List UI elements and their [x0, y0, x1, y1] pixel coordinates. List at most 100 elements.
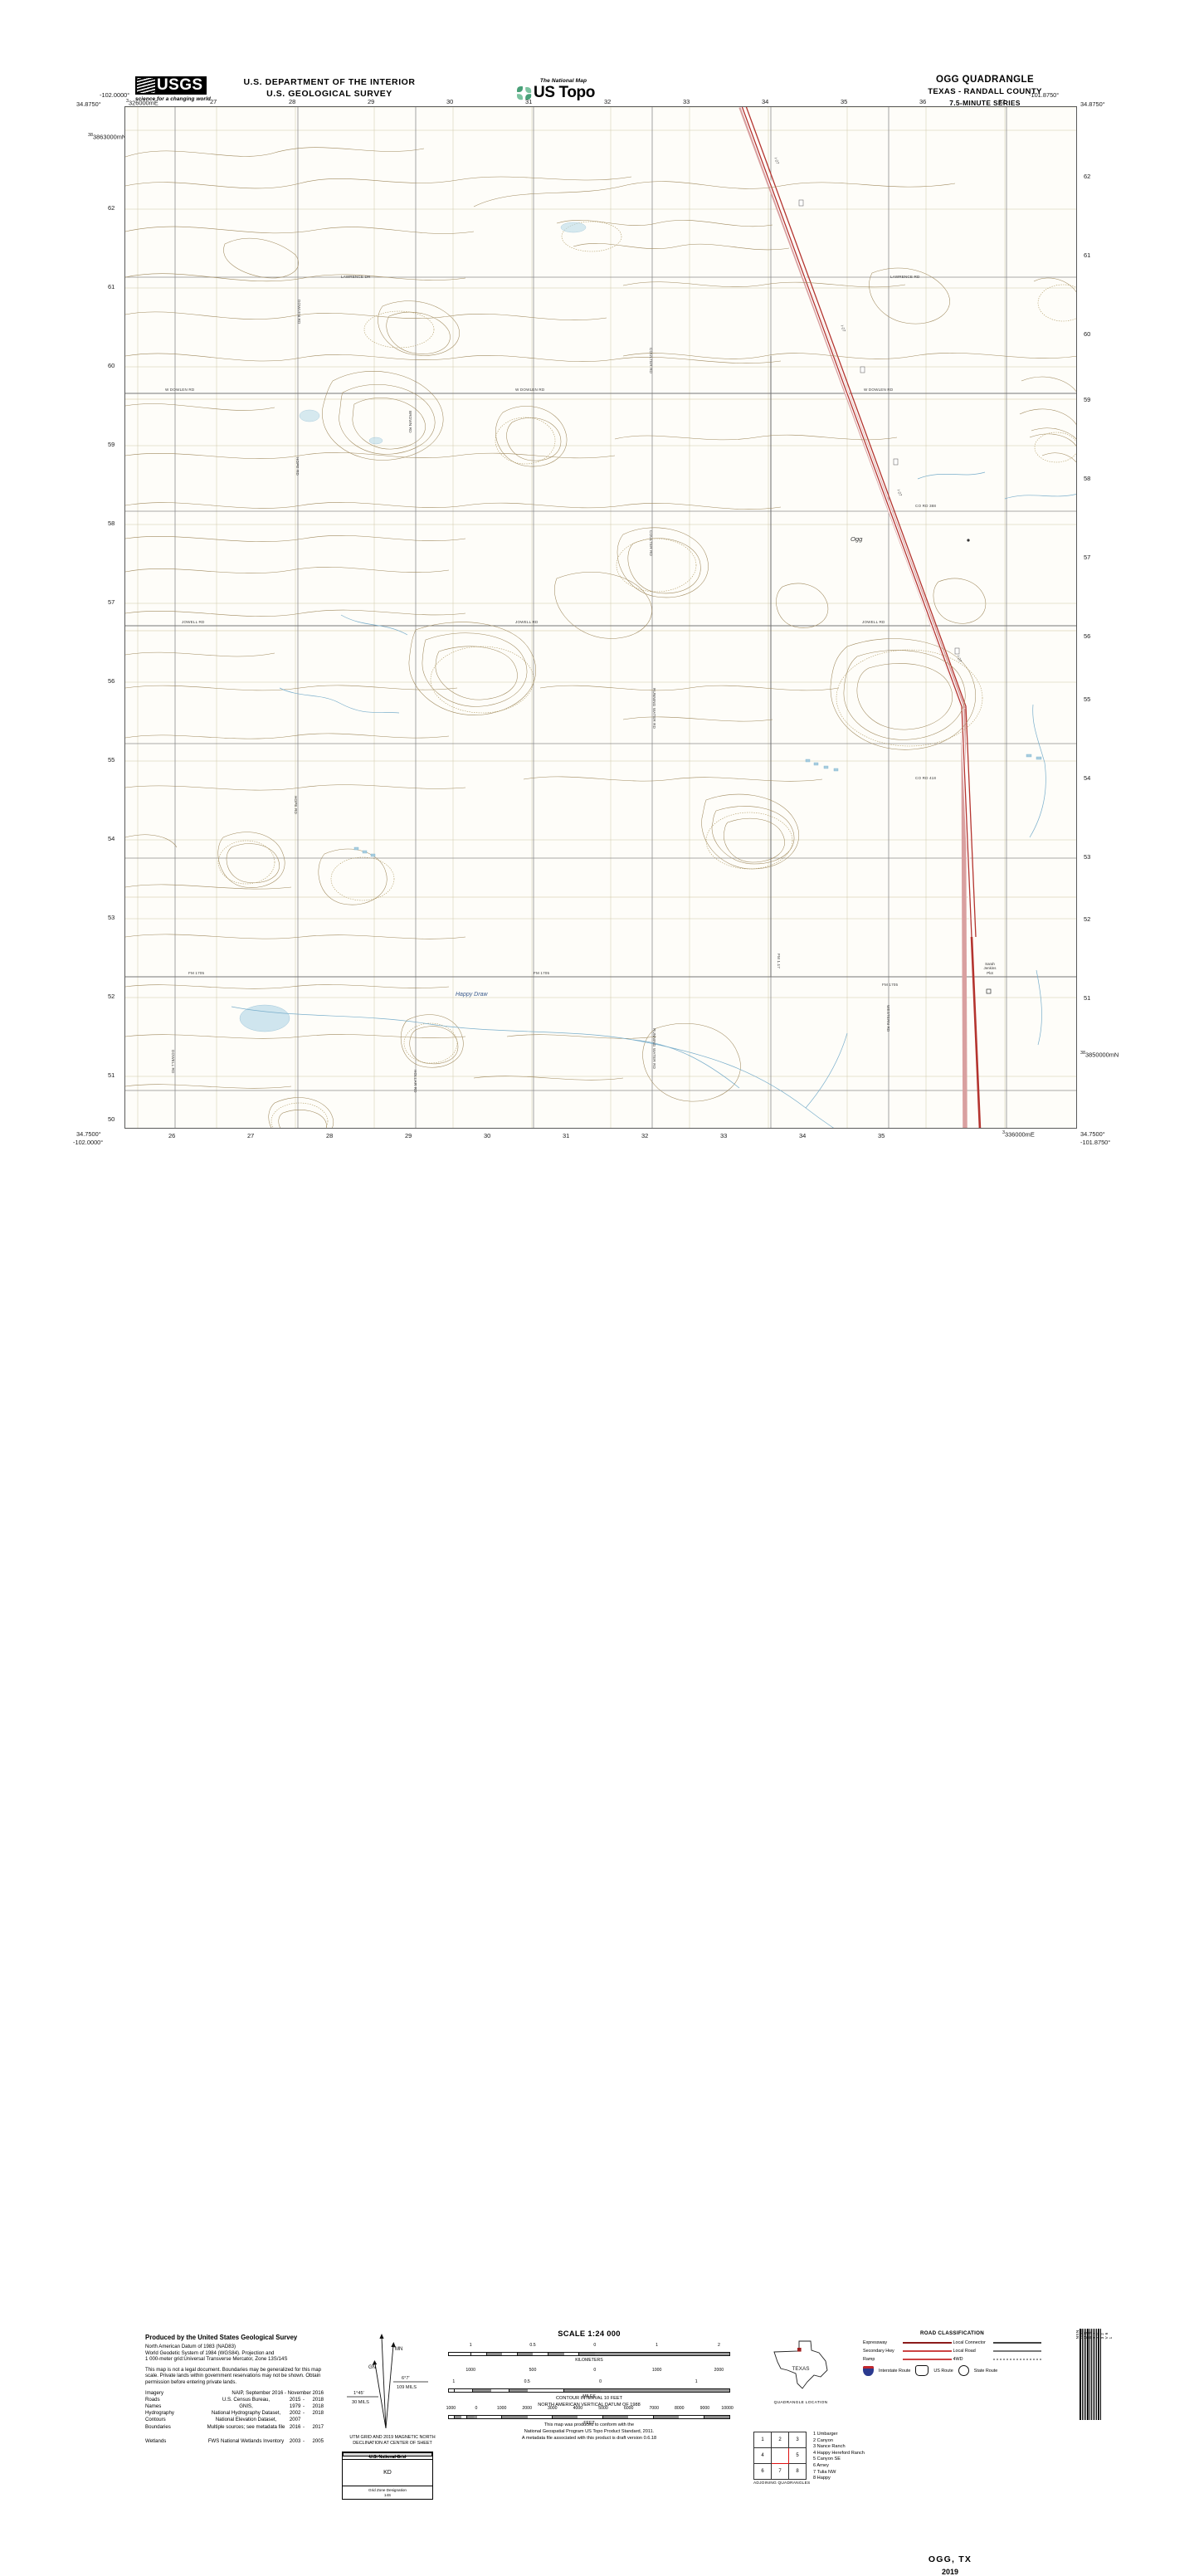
scale-block: SCALE 1:24 000 1 0.5 0 1 2 — [446, 2329, 734, 2429]
map-area[interactable]: -102.0000° 34.8750° 3326000mE 383863000m… — [73, 91, 1119, 1146]
road-label-hollar-rd: HOLLAR RD — [413, 1070, 417, 1093]
source-from-names: 1979 — [289, 2403, 301, 2409]
adj-cell-3: 3 — [788, 2432, 807, 2448]
road-class-label-expressway: Expressway — [863, 2340, 888, 2345]
utm-nw-northing: 383863000mN — [88, 133, 127, 141]
source-from-hydrography: 2002 — [289, 2410, 301, 2417]
mi-label-3: 1 — [695, 2379, 698, 2384]
road-label-fm-1705-2: FM 1705 — [534, 971, 550, 975]
road-label-brown-rd: BROWN RD — [408, 411, 412, 433]
adjoining-item-6: 6 Arney — [813, 2462, 829, 2468]
tick-right-59: 59 — [1084, 396, 1091, 403]
usgs-wave-icon — [137, 78, 155, 93]
tick-right-62: 62 — [1084, 173, 1091, 180]
km-bar: KILOMETERS — [448, 2352, 730, 2366]
texas-label: TEXAS — [792, 2366, 810, 2372]
source-dash-wetlands: - — [303, 2437, 305, 2444]
national-map-tagline: The National Map — [539, 78, 587, 84]
tick-left-62: 62 — [108, 204, 115, 212]
tick-bottom-28: 28 — [326, 1132, 334, 1139]
tick-bottom-27: 27 — [247, 1132, 255, 1139]
tick-top-27: 27 — [210, 98, 217, 105]
source-name-roads: Roads — [145, 2396, 160, 2403]
source-agency-hydrography: National Hydrography Dataset, — [211, 2410, 281, 2417]
usng-box: U.S. National Grid 100,000 - m Square ID… — [342, 2452, 433, 2500]
road-classification-legend: ROAD CLASSIFICATION Expressway Local Con… — [863, 2330, 1041, 2376]
tick-left-60: 60 — [108, 362, 115, 369]
corner-sw-lon: -102.0000° — [73, 1139, 104, 1146]
sheet-footer: Produced by the United States Geological… — [0, 1152, 1199, 2576]
adj-cell-6: 6 — [753, 2463, 772, 2480]
imprint-name: OGG, TX — [928, 2554, 972, 2564]
tick-top-36: 36 — [919, 98, 927, 105]
tick-bottom-30: 30 — [484, 1132, 491, 1139]
credits-datum: North American Datum of 1983 (NAD83) Wor… — [145, 2344, 324, 2363]
tick-top-37: 37 — [998, 98, 1006, 105]
declination-note-line-1: UTM GRID AND 2019 MAGNETIC NORTH — [349, 2435, 436, 2440]
tick-right-61: 61 — [1084, 251, 1091, 259]
corner-se-lat: 34.7500° — [1080, 1130, 1105, 1138]
svg-text:6°7': 6°7' — [402, 2376, 410, 2381]
utm-se-northing: 383850000mN — [1080, 1051, 1119, 1059]
m-label-3: 1000 — [651, 2368, 662, 2373]
road-class-secondary-hwy: Secondary Hwy — [863, 2349, 952, 2354]
map-neatline[interactable]: .ct{fill:none;stroke:#a08a5e;stroke-widt… — [124, 106, 1077, 1129]
adj-cell-4: 4 — [753, 2447, 772, 2464]
source-row-roads: Roads U.S. Census Bureau, 2015 - 2018 — [145, 2397, 324, 2403]
us-topo-map-sheet: USGS science for a changing world U.S. D… — [0, 75, 1199, 2576]
tick-top-31: 31 — [525, 98, 533, 105]
road-label-w-dowlen-rd-3: W DOWLEN RD — [864, 388, 894, 392]
tick-top-30: 30 — [446, 98, 454, 105]
tick-bottom-31: 31 — [563, 1132, 570, 1139]
usng-zone-value: 14S — [383, 2493, 392, 2497]
svg-text:109 MILS: 109 MILS — [397, 2385, 417, 2390]
mi-labels: 1 0.5 0 1 — [448, 2379, 730, 2386]
road-class-local-road: Local Road — [953, 2349, 1041, 2354]
source-row-names: Names GNIS, 1979 - 2018 — [145, 2403, 324, 2410]
source-to-wetlands: 2005 — [312, 2437, 324, 2444]
tick-bottom-34: 34 — [799, 1132, 807, 1139]
tick-left-54: 54 — [108, 835, 115, 842]
source-to-hydrography: 2018 — [312, 2410, 324, 2417]
source-table: Imagery NAIP, September 2016 - November … — [145, 2390, 324, 2445]
mi-label-0: 1 — [452, 2379, 456, 2384]
adjoining-caption: ADJOINING QUADRANGLES — [753, 2481, 811, 2486]
datum-line-1: North American Datum of 1983 (NAD83) — [145, 2344, 236, 2349]
usgs-tagline: science for a changing world — [135, 96, 211, 102]
point-label-sarah-jenkins-plot: Sarah Jenkins Plot — [983, 962, 997, 975]
cemetery-symbol — [986, 988, 992, 994]
road-label-dowlen-rd: DOWLEN RD — [297, 300, 301, 324]
conformance-line-2: National Geospatial Program US Topo Prod… — [524, 2429, 655, 2434]
us-topo-logo: The National Map US Topo — [498, 78, 614, 102]
quad-state-county: TEXAS - RANDALL COUNTY — [928, 87, 1042, 96]
road-label-western-rd: WESTERN RD — [886, 1005, 890, 1032]
tick-left-61: 61 — [108, 283, 115, 290]
source-to-boundaries: 2017 — [312, 2423, 324, 2430]
map-canvas[interactable]: .ct{fill:none;stroke:#a08a5e;stroke-widt… — [125, 107, 1077, 1129]
state-route-label: State Route — [973, 2368, 998, 2374]
road-label-co-rd-388: CO RD 388 — [915, 504, 937, 508]
datum-line-2: World Geodetic System of 1984 (WGS84). P… — [145, 2349, 275, 2356]
quadrangle-location-caption: QUADRANGLE LOCATION — [773, 2401, 828, 2405]
quadrangle-location: TEXAS QUADRANGLE LOCATION — [751, 2334, 851, 2405]
tick-right-56: 56 — [1084, 632, 1091, 640]
tick-top-35: 35 — [841, 98, 848, 105]
km-label-2: 0 — [593, 2343, 597, 2348]
route-shields: Interstate Route US Route State Route — [863, 2365, 1041, 2376]
adjoining-item-4: 4 Happy Hereford Ranch — [813, 2450, 865, 2456]
km-labels: 1 0.5 0 1 2 — [448, 2343, 730, 2349]
road-label-fm-1705-3: FM 1705 — [882, 983, 899, 987]
adj-cell-7: 7 — [771, 2463, 789, 2480]
tick-right-54: 54 — [1084, 774, 1091, 782]
source-agency-boundaries: Multiple sources; see metadata file — [207, 2423, 285, 2430]
imprint-year: 2019 — [941, 2568, 959, 2576]
usgs-logo: USGS science for a changing world — [135, 76, 212, 108]
adjoining-item-8: 8 Happy — [813, 2476, 831, 2481]
quadrangle-title: OGG QUADRANGLE TEXAS - RANDALL COUNTY 7.… — [869, 75, 1101, 107]
tick-right-51: 51 — [1084, 994, 1091, 1002]
source-name-wetlands: Wetlands — [145, 2437, 167, 2444]
corner-nw-lon: -102.0000° — [100, 91, 130, 99]
km-label-3: 1 — [656, 2343, 659, 2348]
tick-bottom-35: 35 — [878, 1132, 885, 1139]
km-label-4: 2 — [717, 2343, 720, 2348]
